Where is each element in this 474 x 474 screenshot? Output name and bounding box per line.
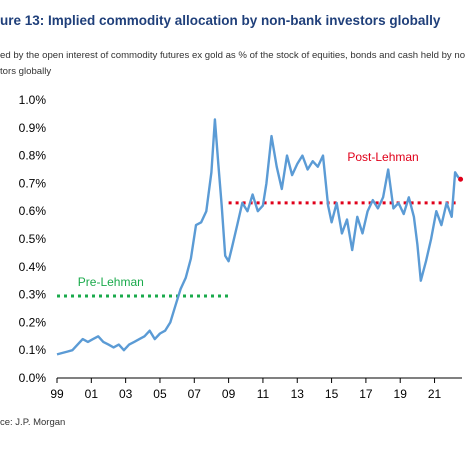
y-tick-label: 0.2% — [19, 315, 47, 329]
x-tick-label: 17 — [359, 387, 373, 401]
x-tick-label: 19 — [394, 387, 408, 401]
y-tick-label: 0.1% — [19, 343, 47, 357]
y-tick-label: 0.5% — [19, 232, 47, 246]
x-tick-label: 13 — [291, 387, 305, 401]
post-lehman-end-marker — [458, 176, 464, 182]
x-tick-label: 09 — [222, 387, 236, 401]
y-tick-label: 0.3% — [19, 288, 47, 302]
x-tick-label: 01 — [85, 387, 99, 401]
y-tick-label: 0.0% — [19, 371, 47, 385]
subtitle-line-1: ed by the open interest of commodity fut… — [0, 50, 466, 61]
x-tick-label: 99 — [50, 387, 64, 401]
reference-lines — [57, 201, 459, 298]
x-tick-label: 21 — [428, 387, 442, 401]
post-lehman-label: Post-Lehman — [347, 150, 418, 164]
y-tick-label: 1.0% — [19, 93, 47, 107]
y-tick-label: 0.9% — [19, 121, 47, 135]
y-axis-ticks: 0.0% 0.1% 0.2% 0.3% 0.4% 0.5% 0.6% 0.7% 0.8% 0.9%… — [19, 93, 47, 385]
subtitle-line-2: tors globally — [0, 66, 52, 77]
chart-subtitle: ed by the open interest of commodity fut… — [0, 48, 474, 80]
source-note: ce: J.P. Morgan — [0, 417, 66, 428]
x-tick-label: 11 — [257, 387, 270, 401]
annotations: Pre-Lehman Post-Lehman — [78, 150, 464, 289]
y-tick-label: 0.4% — [19, 260, 47, 274]
x-tick-label: 03 — [119, 387, 133, 401]
y-tick-label: 0.7% — [19, 176, 47, 190]
x-tick-label: 05 — [153, 387, 167, 401]
y-tick-label: 0.8% — [19, 149, 47, 163]
y-tick-label: 0.6% — [19, 204, 47, 218]
x-tick-label: 07 — [188, 387, 202, 401]
chart-title: ure 13: Implied commodity allocation by … — [0, 13, 441, 28]
x-axis-ticks: 99 01 03 05 07 09 11 13 15 17 19 21 — [50, 378, 442, 401]
series-line — [56, 118, 460, 356]
x-tick-label: 15 — [325, 387, 339, 401]
pre-lehman-label: Pre-Lehman — [78, 275, 144, 289]
